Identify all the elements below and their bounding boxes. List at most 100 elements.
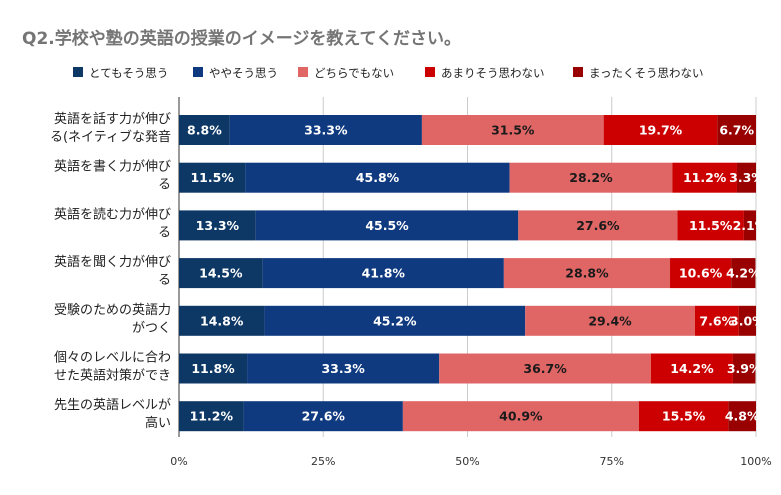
legend: とてもそう思う ややそう思う どちらでもない あまりそう思わない まったくそう思わない: [73, 66, 704, 80]
legend-item: とてもそう思う: [73, 66, 168, 80]
bar-segment: [264, 305, 526, 336]
data-label: 28.2%: [569, 170, 613, 185]
legend-item: どちらでもない: [298, 66, 394, 80]
legend-label: あまりそう思わない: [441, 66, 545, 80]
bar-segment: [179, 115, 230, 145]
data-label: 45.8%: [356, 170, 400, 185]
data-label: 31.5%: [491, 123, 535, 138]
data-label: 11.5%: [190, 170, 234, 185]
legend-label: どちらでもない: [314, 66, 394, 80]
data-label: 36.7%: [523, 361, 567, 376]
data-label: 2.1%: [733, 218, 768, 233]
bar-segment: [421, 115, 604, 145]
bars: 8.8% 33.3% 31.5% 19.7% 6.7% 11.5% 45.8% 28.2% 11…: [179, 115, 768, 432]
bar-segment: [402, 401, 639, 432]
bar-row: 13.3% 45.5% 27.6% 11.5% 2.1%: [179, 210, 768, 241]
bar-segment: [717, 115, 756, 145]
bar-segment: [694, 305, 739, 336]
data-label: 27.6%: [576, 218, 620, 233]
category-label-line: る(ネイティブな発音: [50, 129, 171, 145]
data-label: 11.2%: [683, 170, 727, 185]
data-label: 10.6%: [679, 266, 723, 281]
chart-title: Q2.学校や塾の英語の授業のイメージを教えてください。: [22, 28, 461, 49]
data-label: 8.8%: [187, 123, 222, 138]
data-label: 14.2%: [670, 361, 714, 376]
bar-segment: [731, 258, 756, 289]
bar-segment: [732, 353, 756, 384]
legend-swatch: [425, 67, 435, 77]
legend-item: ややそう思う: [193, 66, 278, 80]
legend-label: ややそう思う: [209, 66, 278, 80]
bar-row: 14.5% 41.8% 28.8% 10.6% 4.2%: [179, 258, 761, 289]
bar-row: 14.8% 45.2% 29.4% 7.6%3.0%: [179, 305, 765, 336]
bar-segment: [179, 258, 263, 289]
bar-row: 11.5% 45.8% 28.2% 11.2% 3.3%: [179, 162, 764, 193]
category-label-line: せた英語対策ができ: [54, 368, 171, 384]
legend-item: あまりそう思わない: [425, 66, 545, 80]
category-label-line: がつく: [132, 321, 171, 336]
category-label-line: 先生の英語レベルが: [54, 397, 171, 413]
data-label: 27.6%: [302, 409, 346, 424]
category-label-line: 英語を聞く力が伸び: [54, 254, 171, 270]
legend-swatch: [193, 67, 203, 77]
category-label-line: 高い: [145, 415, 171, 431]
data-label: 19.7%: [639, 123, 683, 138]
data-label: 7.6%: [699, 313, 734, 328]
bar-segment: [736, 162, 756, 193]
bar-segment: [179, 401, 244, 432]
legend-swatch: [298, 67, 308, 77]
data-label: 4.2%: [726, 266, 761, 281]
x-axis-ticks: 0% 25% 50% 75% 100%: [170, 455, 771, 468]
bar-segment: [245, 162, 510, 193]
legend-swatch: [573, 67, 583, 77]
bar-segment: [670, 258, 732, 289]
data-label: 11.5%: [689, 218, 733, 233]
bar-segment: [229, 115, 422, 145]
bar-segment: [255, 210, 519, 241]
bar-segment: [243, 401, 403, 432]
data-label: 28.8%: [565, 266, 609, 281]
x-tick-label: 100%: [740, 455, 771, 468]
bar-segment: [650, 353, 733, 384]
legend-swatch: [73, 67, 83, 77]
data-label: 40.9%: [499, 409, 543, 424]
category-label-line: 受験のための英語力: [54, 302, 171, 318]
data-label: 33.3%: [304, 123, 348, 138]
bar-segment: [247, 353, 440, 384]
data-label: 15.5%: [662, 409, 706, 424]
data-label: 45.2%: [373, 313, 417, 328]
bar-segment: [738, 305, 756, 336]
bar-segment: [518, 210, 678, 241]
data-label: 11.8%: [191, 361, 235, 376]
bar-segment: [677, 210, 744, 241]
legend-label: とてもそう思う: [89, 66, 168, 80]
bar-segment: [262, 258, 504, 289]
data-label: 41.8%: [362, 266, 406, 281]
bar-segment: [179, 210, 256, 241]
data-label: 29.4%: [588, 313, 632, 328]
bar-segment: [638, 401, 729, 432]
legend-label: まったくそう思わない: [589, 66, 704, 80]
data-label: 45.5%: [365, 218, 409, 233]
data-label: 3.9%: [727, 361, 762, 376]
category-label-line: る: [158, 225, 171, 240]
data-label: 11.2%: [190, 409, 234, 424]
category-label-line: 英語を話す力が伸び: [54, 111, 171, 127]
data-label: 33.3%: [321, 361, 365, 376]
bar-segment: [603, 115, 718, 145]
x-tick-label: 25%: [311, 455, 335, 468]
bar-segment: [439, 353, 651, 384]
bar-segment: [179, 353, 248, 384]
category-label-line: る: [158, 273, 171, 288]
data-label: 6.7%: [719, 123, 754, 138]
category-label-line: 個々のレベルに合わ: [54, 351, 171, 366]
category-labels: 英語を話す力が伸びる(ネイティブな発音英語を書く力が伸びる英語を読む力が伸びる英…: [50, 111, 171, 431]
bar-row: 8.8% 33.3% 31.5% 19.7% 6.7%: [179, 115, 756, 145]
bar-segment: [728, 401, 756, 432]
